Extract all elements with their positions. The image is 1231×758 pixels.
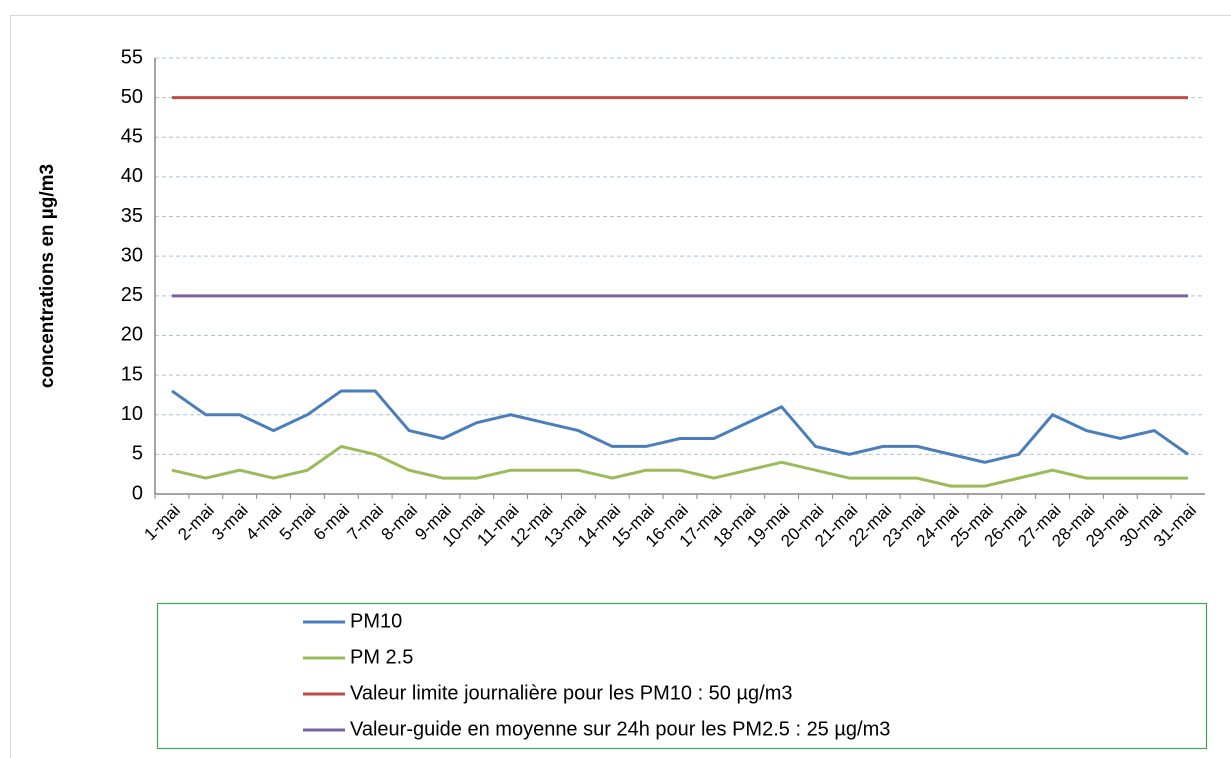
x-tick-label: 4-mai (242, 501, 285, 544)
legend-label: PM10 (350, 610, 402, 632)
x-tick-label: 7-mai (344, 501, 387, 544)
y-tick-label: 20 (121, 324, 143, 346)
x-tick-label: 3-mai (208, 501, 251, 544)
y-tick-label: 30 (121, 244, 143, 266)
y-tick-label: 35 (121, 205, 143, 227)
y-axis-label: concentrations en µg/m3 (37, 164, 58, 388)
legend-box (156, 602, 1208, 750)
y-tick-label: 5 (132, 443, 143, 465)
x-tick-label: 8-mai (378, 501, 421, 544)
y-tick-label: 10 (121, 403, 143, 425)
x-tick-label: 6-mai (310, 501, 353, 544)
legend-label: Valeur-guide en moyenne sur 24h pour les… (350, 718, 890, 740)
y-tick-label: 15 (121, 363, 143, 385)
legend-label: Valeur limite journalière pour les PM10 … (350, 682, 792, 704)
y-tick-label: 25 (121, 284, 143, 306)
x-tick-label: 2-mai (174, 501, 217, 544)
y-tick-label: 55 (121, 46, 143, 68)
chart-frame (10, 15, 1231, 758)
series-line (171, 389, 1189, 464)
y-tick-label: 0 (132, 482, 143, 504)
y-tick-label: 45 (121, 126, 143, 148)
x-tick-label: 1-mai (140, 501, 183, 544)
y-tick-label: 40 (121, 165, 143, 187)
y-tick-label: 50 (121, 86, 143, 108)
legend-label: PM 2.5 (350, 646, 413, 668)
x-tick-label: 5-mai (276, 501, 319, 544)
series-line (171, 444, 1189, 488)
